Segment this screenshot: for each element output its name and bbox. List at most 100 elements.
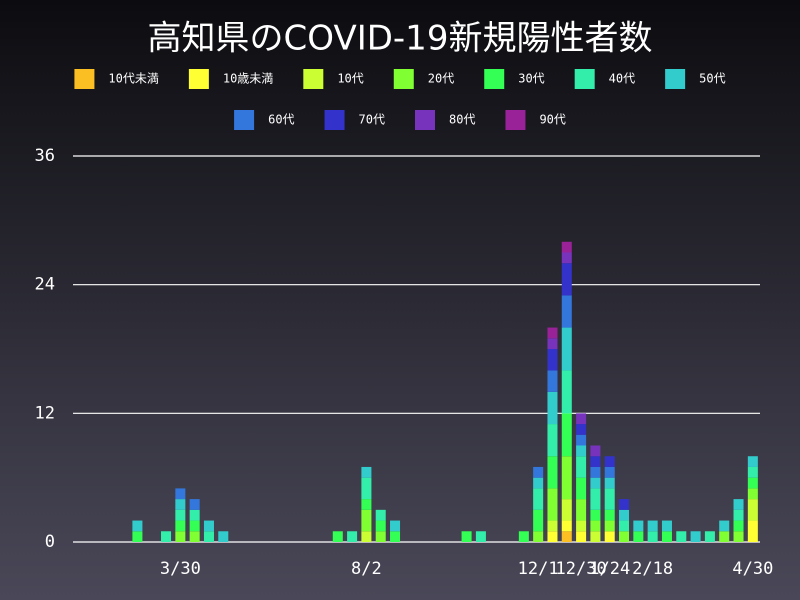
bar-segment (704, 531, 715, 542)
bar-segment (590, 466, 601, 478)
bar-segment (561, 531, 572, 542)
bar-segment (533, 477, 544, 489)
legend-label: 10代 (337, 72, 363, 86)
bar-segment (647, 531, 658, 542)
bar-segment (518, 531, 529, 542)
bar-segment (747, 466, 758, 478)
bar-segment (189, 531, 200, 542)
bar-segment (547, 338, 558, 349)
bar-segment (576, 434, 587, 446)
legend-label: 40代 (609, 72, 635, 86)
bar-segment (604, 477, 615, 489)
bar-segment (661, 531, 672, 542)
bar-segment (218, 531, 229, 542)
bar-segment (633, 531, 644, 542)
bar-segment (661, 520, 672, 532)
bar-segment (375, 531, 386, 542)
bar-segment (561, 456, 572, 500)
bar-segment (175, 509, 186, 521)
y-tick-label: 36 (35, 146, 55, 166)
bar-segment (561, 295, 572, 328)
bar-segment (347, 531, 358, 542)
bar-segment (633, 520, 644, 532)
bar-segment (361, 509, 372, 532)
bar-segment (719, 520, 730, 532)
bar-segment (747, 488, 758, 500)
bar-segment (576, 445, 587, 457)
x-tick-label: 8/2 (351, 559, 382, 579)
bar-segment (175, 488, 186, 500)
legend-swatch (574, 69, 595, 89)
legend-swatch (393, 69, 414, 89)
bar-segment (561, 520, 572, 532)
bar-segment (533, 488, 544, 510)
bar-segment (561, 499, 572, 521)
legend-swatch (415, 110, 435, 130)
bar-segment (561, 241, 572, 253)
bar-segment (547, 327, 558, 339)
bar-segment (576, 520, 587, 532)
bar-segment (189, 499, 200, 510)
chart-title: 高知県のCOVID-19新規陽性者数 (148, 19, 653, 59)
bar-segment (547, 520, 558, 532)
bar-segment (604, 531, 615, 542)
bar-segment (547, 349, 558, 371)
bar-segment (604, 509, 615, 521)
bar-segment (561, 263, 572, 296)
bar-segment (132, 520, 143, 532)
legend-swatch (188, 69, 209, 89)
bar-segment (619, 531, 630, 542)
bar-segment (590, 488, 601, 510)
bar-segment (547, 456, 558, 489)
legend-label: 10歳未満 (223, 72, 273, 86)
bar-segment (375, 520, 386, 532)
x-tick-label: 12/30 (556, 559, 607, 579)
bar-segment (576, 424, 587, 435)
bar-segment (547, 488, 558, 521)
bar-segment (361, 466, 372, 478)
bar-segment (189, 509, 200, 521)
bar-segment (189, 520, 200, 532)
legend-swatch (665, 69, 686, 89)
x-tick-label: 3/30 (160, 559, 201, 579)
legend-label: 70代 (359, 113, 385, 127)
bar-segment (547, 370, 558, 392)
bar-segment (361, 499, 372, 510)
bar-segment (747, 477, 758, 489)
legend-label: 30代 (518, 72, 544, 86)
bar-segment (461, 531, 472, 542)
bar-segment (604, 520, 615, 532)
x-tick-label: 2/18 (632, 559, 673, 579)
bar-segment (132, 531, 143, 542)
bar-segment (619, 499, 630, 510)
x-tick-label: 4/30 (732, 559, 773, 579)
legend-swatch (234, 110, 255, 130)
bar-segment (733, 499, 744, 510)
bar-segment (175, 499, 186, 510)
legend-label: 80代 (449, 113, 475, 127)
bar-segment (733, 531, 744, 542)
bar-segment (561, 252, 572, 264)
bar-segment (332, 531, 343, 542)
bar-segment (747, 499, 758, 521)
bar-segment (547, 424, 558, 457)
bar-segment (590, 509, 601, 521)
bar-segment (604, 488, 615, 510)
bar-segment (733, 509, 744, 521)
bar-segment (747, 456, 758, 467)
y-tick-label: 0 (45, 532, 55, 552)
bar-segment (590, 531, 601, 542)
bar-segment (604, 456, 615, 467)
y-tick-label: 24 (35, 275, 55, 295)
bar-segment (647, 520, 658, 532)
x-tick-label: 1/24 (589, 559, 630, 579)
bar-segment (590, 445, 601, 457)
bar-segment (390, 520, 401, 532)
bar-segment (361, 531, 372, 542)
bar-segment (747, 520, 758, 542)
bar-segment (676, 531, 687, 542)
bar-segment (203, 531, 214, 542)
legend-swatch (74, 69, 95, 89)
legend-swatch (505, 110, 526, 130)
